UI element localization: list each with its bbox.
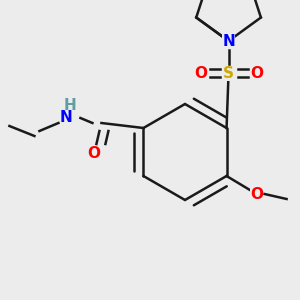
- Text: S: S: [223, 65, 234, 80]
- Text: N: N: [222, 34, 235, 49]
- Text: H: H: [64, 98, 77, 112]
- Text: O: O: [250, 187, 263, 202]
- Text: O: O: [194, 65, 207, 80]
- Text: O: O: [87, 146, 100, 160]
- Text: O: O: [250, 65, 263, 80]
- Text: N: N: [60, 110, 73, 125]
